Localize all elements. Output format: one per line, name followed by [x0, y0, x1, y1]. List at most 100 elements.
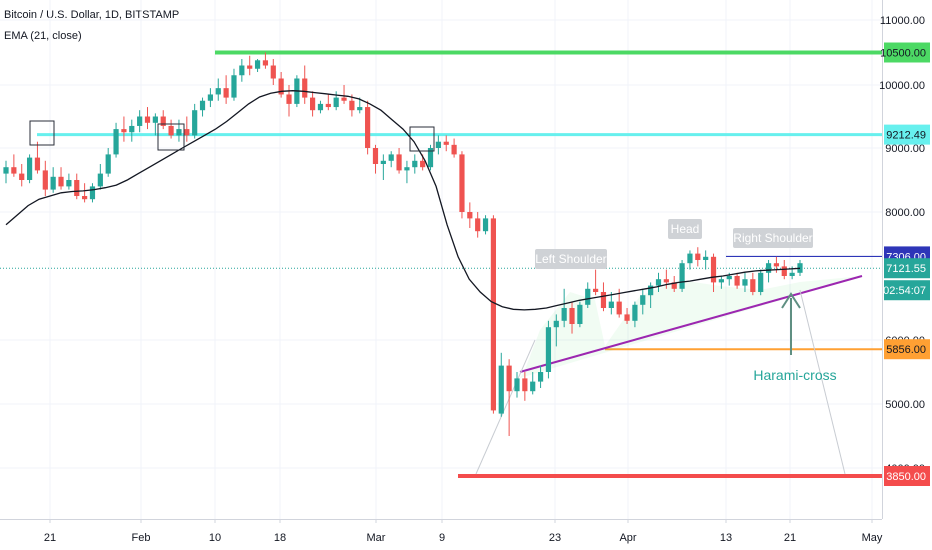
candle-body — [137, 116, 143, 126]
candle-body — [593, 288, 599, 292]
candle-body — [74, 180, 80, 196]
candle-body — [734, 276, 740, 286]
highlight-box — [409, 126, 435, 152]
price-tag-bg — [884, 124, 930, 145]
time-axis-label: 21 — [44, 532, 56, 544]
price-axis-label: 9000.00 — [885, 143, 925, 155]
candle-body — [671, 282, 677, 289]
time-axis-label: 23 — [549, 532, 561, 544]
candle-body — [797, 263, 803, 273]
time-axis-label: Feb — [132, 532, 151, 544]
candle-body — [648, 285, 654, 296]
label-head: Head — [671, 222, 700, 236]
candle-body — [506, 365, 512, 392]
candle-body — [380, 160, 386, 164]
candle-body — [192, 110, 198, 136]
candle-body — [26, 157, 33, 180]
candle-body — [333, 97, 339, 108]
candle-body — [467, 212, 473, 219]
candle-body — [239, 65, 245, 76]
candle-body — [129, 125, 135, 133]
candle-body — [632, 304, 638, 321]
candle-body — [640, 295, 646, 305]
candle-body — [357, 107, 363, 111]
candle-body — [34, 157, 41, 171]
candle-body — [655, 279, 662, 286]
highlight-box — [157, 123, 185, 151]
harami-arrow-head — [781, 292, 801, 309]
time-axis-label: 18 — [274, 532, 286, 544]
ascending-trendline — [519, 275, 863, 373]
candle-body — [765, 263, 772, 273]
candle-body — [758, 272, 764, 292]
candle-body — [545, 327, 552, 372]
candle-body — [522, 378, 528, 392]
projection-line-left — [475, 339, 536, 475]
candle-body — [365, 107, 371, 148]
time-axis-label: Apr — [619, 532, 636, 544]
candle-body — [404, 167, 410, 171]
time-axis-label: May — [862, 532, 883, 544]
time-axis-label: Mar — [367, 532, 386, 544]
candle-body — [537, 372, 544, 382]
candle-body — [262, 60, 269, 66]
candle-body — [679, 263, 685, 289]
candle-body — [278, 78, 284, 95]
candle-body — [144, 116, 151, 123]
candle-body — [420, 160, 426, 168]
highlight-box — [29, 120, 55, 146]
candle-body — [207, 94, 213, 101]
candle-body — [270, 65, 276, 79]
candle-body — [160, 116, 166, 126]
candle-body — [443, 141, 449, 145]
candle-body — [199, 100, 206, 111]
candle-body — [695, 253, 701, 260]
candle-body — [215, 88, 221, 95]
label-left-shoulder: Left Shoulder — [535, 252, 606, 266]
candle-body — [168, 125, 174, 136]
price-tag-bg — [884, 42, 930, 63]
candle-body — [773, 263, 780, 267]
candle-body — [427, 148, 434, 168]
price-tag-bg — [884, 466, 930, 486]
candle-body — [616, 301, 622, 315]
price-axis-label: 10000.00 — [879, 80, 925, 92]
candle-body — [184, 129, 190, 136]
price-axis-label: 5000.00 — [885, 399, 925, 411]
candle-body — [105, 154, 111, 174]
candle-body — [475, 218, 481, 232]
candle-body — [89, 186, 96, 200]
candle-body — [742, 279, 748, 286]
candle-body — [286, 94, 292, 104]
candle-body — [451, 144, 457, 155]
candle-body — [608, 301, 614, 308]
time-axis-label: 9 — [439, 532, 445, 544]
candle-body — [412, 160, 418, 168]
candle-body — [569, 308, 575, 324]
candle-body — [490, 218, 497, 411]
candle-body — [231, 75, 237, 98]
price-tag-bg — [884, 258, 930, 279]
price-tag-label: 3850.00 — [886, 471, 926, 483]
candle-body — [553, 320, 559, 328]
candle-body — [223, 88, 229, 98]
candle-body — [577, 304, 583, 324]
label-right-shoulder-bg — [733, 228, 813, 248]
candle-body — [82, 196, 88, 200]
indicator-legend: EMA (21, close) — [4, 30, 82, 42]
candle-body — [349, 100, 355, 111]
candle-body — [152, 116, 158, 123]
candle-body — [624, 314, 630, 321]
candle-body — [498, 365, 504, 414]
candle-body — [710, 256, 717, 283]
price-tag-bg — [884, 280, 930, 301]
candle-body — [19, 173, 25, 180]
candle-body — [396, 154, 402, 171]
candle-body — [50, 176, 56, 190]
price-tag-bg — [884, 339, 930, 360]
candle-body — [561, 308, 567, 321]
price-tag-label: 9212.49 — [886, 130, 926, 142]
candle-body — [317, 103, 324, 111]
label-left-shoulder-bg — [535, 249, 607, 269]
